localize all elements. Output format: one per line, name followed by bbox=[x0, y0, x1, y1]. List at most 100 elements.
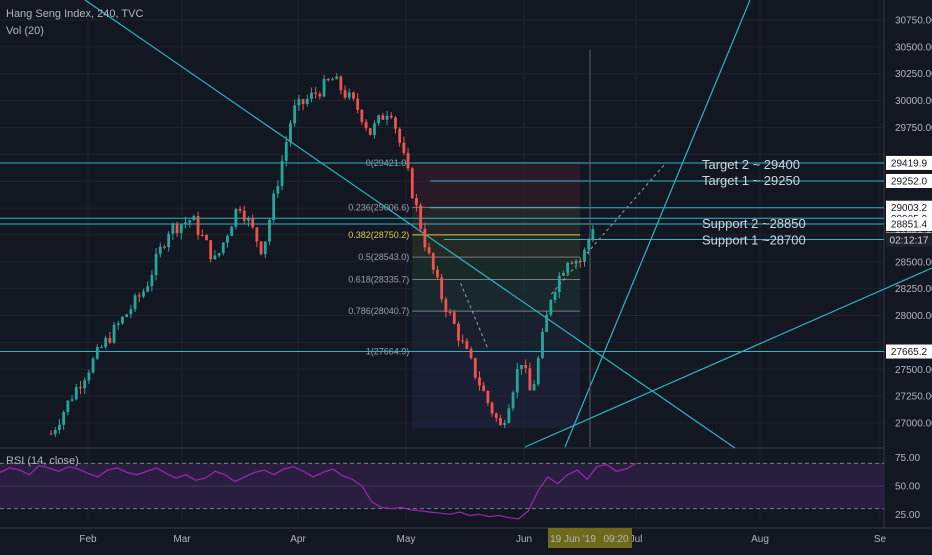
candle-body bbox=[66, 400, 70, 413]
time-tick-label: Se bbox=[874, 534, 887, 545]
candle-body bbox=[478, 377, 481, 386]
price-tag-bg bbox=[886, 155, 932, 170]
candle-body bbox=[289, 123, 292, 143]
time-tick-label: Feb bbox=[79, 534, 97, 545]
candle-body bbox=[415, 198, 418, 206]
candle-body bbox=[339, 76, 343, 91]
fibonacci-retracement[interactable]: 0(29421.0)0.236(29006.6)0.382(28750.2)0.… bbox=[348, 158, 667, 429]
candle-body bbox=[490, 402, 494, 414]
time-tick-label: Mar bbox=[173, 534, 191, 545]
candle-body bbox=[524, 365, 528, 369]
candle-body bbox=[364, 121, 368, 129]
candle-body bbox=[158, 246, 162, 254]
time-tick-label: May bbox=[397, 534, 416, 545]
volume-legend[interactable]: Vol (20) bbox=[6, 25, 44, 37]
candle-body bbox=[104, 337, 108, 348]
price-tag-label: 28851.4 bbox=[891, 220, 928, 231]
candle-body bbox=[343, 90, 347, 98]
candle-body bbox=[549, 299, 553, 315]
countdown-tag-bg bbox=[886, 233, 932, 247]
annotation-text: Target 1 ~ 29250 bbox=[702, 173, 800, 188]
candle-body bbox=[150, 275, 154, 287]
candle-body bbox=[58, 424, 61, 430]
candle-body bbox=[301, 99, 305, 105]
candle-body bbox=[146, 286, 150, 292]
candle-body bbox=[436, 269, 439, 278]
candle-body bbox=[83, 380, 87, 389]
candle-body bbox=[385, 115, 389, 120]
trend-line-down bbox=[84, 0, 736, 449]
fib-label: 0.618(28335.7) bbox=[348, 274, 409, 284]
rsi-tick-label: 50.00 bbox=[895, 482, 920, 493]
candle-body bbox=[557, 275, 561, 293]
candle-body bbox=[268, 220, 271, 242]
candle-body bbox=[221, 242, 225, 254]
candle-body bbox=[79, 387, 82, 389]
symbol-legend[interactable]: Hang Seng Index, 240, TVC bbox=[6, 8, 144, 20]
candle-body bbox=[100, 347, 103, 349]
date-highlight-label: 19 Jun '19 bbox=[550, 534, 596, 545]
fib-trend-line bbox=[550, 162, 667, 295]
candle-body bbox=[53, 429, 57, 434]
candle-body bbox=[482, 385, 486, 392]
candle-body bbox=[62, 412, 66, 425]
price-tag-label: 29252.0 bbox=[891, 176, 928, 187]
time-tick-label: Aug bbox=[751, 534, 769, 545]
candle-body bbox=[116, 323, 120, 325]
candle-body bbox=[314, 92, 318, 94]
candle-body bbox=[553, 292, 557, 300]
candle-body bbox=[217, 253, 221, 256]
candle-body bbox=[234, 208, 238, 227]
fib-zone bbox=[412, 162, 581, 208]
candle-body bbox=[545, 314, 549, 332]
candle-body bbox=[566, 262, 570, 273]
fib-label: 0.786(28040.7) bbox=[348, 306, 409, 316]
candle-body bbox=[574, 260, 578, 264]
price-axis[interactable]: 30750.00 30500.00 30250.00 30000.00 29750.00… bbox=[886, 16, 932, 521]
candle-body bbox=[263, 241, 267, 255]
trend-line-up-steep bbox=[564, 0, 751, 448]
rsi-legend[interactable]: RSI (14, close) bbox=[6, 455, 79, 467]
candle-body bbox=[587, 239, 591, 250]
price-tick-label: 28500.00 bbox=[895, 257, 932, 268]
candle-body bbox=[389, 115, 393, 118]
candle-body bbox=[87, 372, 91, 381]
candle-body bbox=[373, 123, 376, 136]
fib-zone bbox=[412, 207, 581, 235]
candle-body bbox=[486, 391, 490, 403]
horizontal-levels[interactable] bbox=[0, 162, 884, 353]
annotation-text: Support 2 ~28850 bbox=[702, 216, 806, 231]
rsi-background bbox=[0, 462, 884, 510]
candle-body bbox=[175, 224, 179, 234]
price-tick-label: 28250.00 bbox=[895, 284, 932, 295]
candle-body bbox=[377, 115, 381, 124]
candle-body bbox=[410, 168, 414, 199]
candle-body bbox=[541, 331, 544, 359]
time-highlight-label: 09:20 bbox=[603, 534, 628, 545]
price-tick-label: 30750.00 bbox=[895, 16, 932, 27]
candle-body bbox=[255, 227, 259, 242]
candle-body bbox=[402, 142, 406, 153]
candle-body bbox=[423, 228, 427, 248]
candle-body bbox=[284, 142, 288, 161]
time-tick-label: Apr bbox=[290, 534, 306, 545]
fib-zone bbox=[412, 311, 581, 352]
candle-body bbox=[163, 246, 166, 248]
candle-body bbox=[473, 358, 477, 378]
price-tag-bg bbox=[886, 173, 932, 188]
candle-body bbox=[331, 79, 334, 81]
candle-body bbox=[133, 295, 137, 310]
candle-body bbox=[499, 418, 502, 426]
candle-body bbox=[154, 253, 158, 276]
candle-body bbox=[335, 76, 339, 80]
time-axis[interactable]: Feb Mar Apr May Jun Jul Aug Se 19 Jun '19 09:20 bbox=[79, 528, 887, 548]
price-tag-label: 29003.2 bbox=[891, 203, 928, 214]
candle-body bbox=[230, 226, 234, 236]
candlestick-series bbox=[49, 73, 595, 438]
rsi-tick-label: 25.00 bbox=[895, 510, 920, 521]
candle-body bbox=[251, 218, 255, 228]
candle-body bbox=[503, 422, 507, 426]
